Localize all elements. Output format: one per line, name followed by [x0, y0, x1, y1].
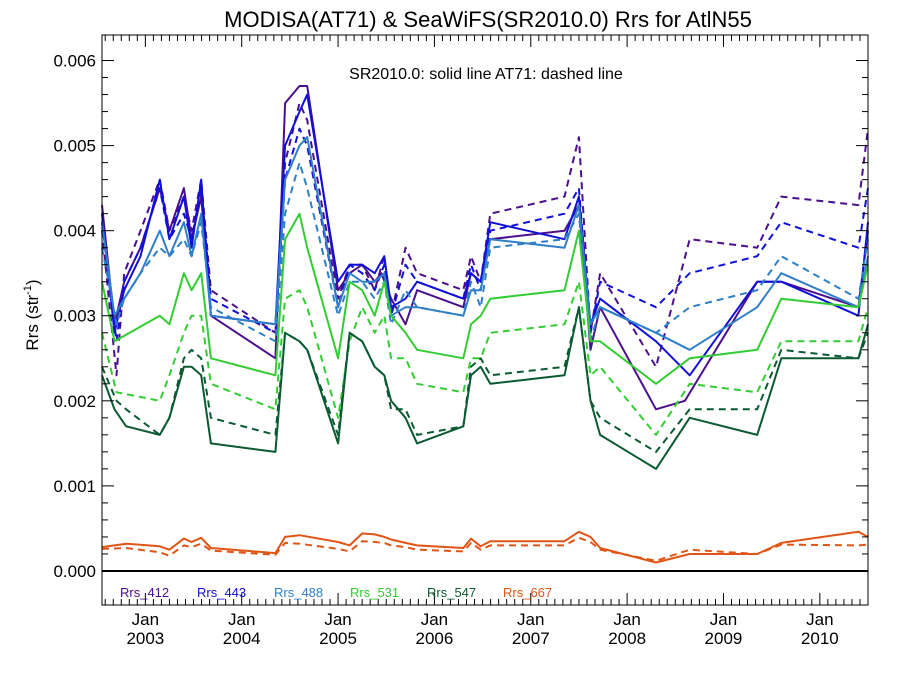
x-tick-month-label: Jan — [324, 610, 351, 629]
x-tick-year-label: 2007 — [512, 629, 550, 648]
plot-frame — [101, 34, 869, 606]
legend-entry: Rrs_667 — [503, 585, 552, 600]
x-tick-year-label: 2010 — [801, 629, 839, 648]
x-tick-year-label: 2009 — [705, 629, 743, 648]
x-tick-year-label: 2006 — [416, 629, 454, 648]
y-tick-label: 0.000 — [53, 562, 96, 581]
x-tick-month-label: Jan — [421, 610, 448, 629]
x-tick-year-label: 2004 — [223, 629, 261, 648]
series-rrs-547-at71-dashed — [101, 306, 869, 453]
series-rrs-443-sr2010-solid — [101, 93, 869, 377]
x-axis: Jan2003Jan2004Jan2005Jan2006Jan2007Jan20… — [104, 35, 869, 648]
y-tick-label: 0.002 — [53, 392, 96, 411]
series-rrs-412-at71-dashed — [101, 102, 869, 377]
y-tick-label: 0.003 — [53, 307, 96, 326]
y-axis-label: Rrs (str-1) — [22, 279, 42, 350]
x-tick-month-label: Jan — [228, 610, 255, 629]
x-tick-month-label: Jan — [806, 610, 833, 629]
y-axis-label-close: ) — [23, 279, 42, 285]
x-tick-month-label: Jan — [132, 610, 159, 629]
x-tick-month-label: Jan — [517, 610, 544, 629]
x-tick-month-label: Jan — [710, 610, 737, 629]
x-tick-year-label: 2008 — [608, 629, 646, 648]
y-tick-label: 0.001 — [53, 477, 96, 496]
series-rrs-667-sr2010-solid — [101, 530, 869, 564]
line-style-annotation: SR2010.0: solid line AT71: dashed line — [349, 66, 623, 83]
y-tick-label: 0.004 — [53, 222, 96, 241]
legend-entry: Rrs_488 — [274, 585, 323, 600]
y-tick-label: 0.005 — [53, 137, 96, 156]
y-axis-label-superscript: -1 — [22, 285, 34, 295]
series-layer — [101, 85, 869, 564]
legend: Rrs_412 Rrs_443 Rrs_488 Rrs_531 Rrs_547 Rrs_6… — [120, 585, 552, 600]
y-tick-label: 0.006 — [53, 52, 96, 71]
y-axis-label-main: Rrs (str — [23, 295, 42, 351]
legend-entry: Rrs_531 — [350, 585, 399, 600]
chart-title: MODISA(AT71) & SeaWiFS(SR2010.0) Rrs for… — [224, 7, 752, 32]
x-tick-year-label: 2003 — [126, 629, 164, 648]
legend-entry: Rrs_412 — [120, 585, 169, 600]
legend-entry: Rrs_443 — [197, 585, 246, 600]
x-tick-year-label: 2005 — [319, 629, 357, 648]
series-rrs-531-sr2010-solid — [101, 212, 869, 385]
y-axis: 0.000 0.001 0.002 0.003 0.004 0.005 0.006 — [53, 52, 868, 581]
series-rrs-531-at71-dashed — [101, 280, 869, 436]
series-rrs-488-at71-dashed — [101, 161, 869, 343]
series-rrs-488-sr2010-solid — [101, 136, 869, 351]
series-rrs-547-sr2010-solid — [101, 306, 869, 470]
legend-entry: Rrs_547 — [427, 585, 476, 600]
x-tick-month-label: Jan — [613, 610, 640, 629]
